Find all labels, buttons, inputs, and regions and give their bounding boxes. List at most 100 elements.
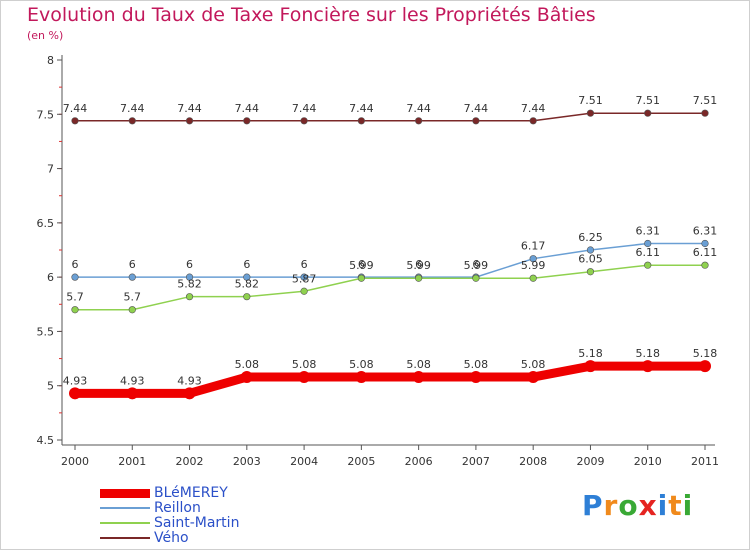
- chart-subtitle: (en %): [27, 29, 64, 42]
- x-tick-label: 2008: [519, 455, 547, 468]
- x-tick-label: 2011: [691, 455, 719, 468]
- data-label: 5.7: [66, 291, 84, 304]
- legend: BLéMEREY Reillon Saint-Martin Vého: [100, 485, 300, 546]
- data-label: 6: [472, 258, 479, 271]
- x-tick-label: 2005: [347, 455, 375, 468]
- data-label: 5.87: [292, 272, 317, 285]
- data-point: [185, 273, 194, 281]
- data-point: [586, 246, 595, 254]
- logo-letter: x: [638, 489, 658, 522]
- legend-item: BLéMEREY: [100, 485, 300, 501]
- data-point: [644, 239, 652, 248]
- series-line: [75, 242, 705, 278]
- legend-swatch: [100, 522, 150, 524]
- data-point: [641, 360, 654, 373]
- data-label: 6.11: [635, 246, 660, 259]
- data-label: 5.18: [578, 347, 603, 360]
- data-label: 7.44: [406, 102, 431, 115]
- data-label: 5.7: [124, 291, 142, 304]
- data-label: 5.08: [292, 358, 317, 371]
- legend-swatch: [100, 489, 150, 498]
- data-label: 6.25: [578, 231, 603, 244]
- data-point: [183, 387, 196, 400]
- data-label: 5.99: [464, 259, 489, 272]
- data-point: [529, 255, 537, 263]
- series-line: [75, 264, 705, 311]
- y-tick-label: 6.5: [37, 217, 55, 230]
- y-tick-label: 7.5: [37, 108, 55, 121]
- data-label: 5.99: [406, 259, 431, 272]
- data-label: 4.93: [177, 374, 202, 387]
- y-tick-label: 8: [47, 54, 54, 67]
- data-label: 5.99: [521, 259, 546, 272]
- data-point: [701, 239, 709, 248]
- data-point: [529, 117, 537, 125]
- data-labels: 7.44 7.44 7.44 7.44 7.44 7.44 7.44 7.44 7.44 7.51…: [63, 94, 718, 387]
- data-label: 6: [186, 258, 193, 271]
- legend-label: Saint-Martin: [154, 515, 240, 531]
- data-label: 7.51: [578, 94, 603, 107]
- data-point: [298, 371, 311, 384]
- x-tick-label: 2006: [405, 455, 433, 468]
- data-point: [243, 293, 251, 301]
- data-point: [701, 109, 709, 117]
- data-point: [185, 117, 194, 125]
- proxiti-logo: Proxiti: [582, 489, 693, 522]
- data-label: 7.44: [292, 102, 317, 115]
- data-label: 7.44: [464, 102, 489, 115]
- legend-label: BLéMEREY: [154, 485, 228, 501]
- legend-item: Vého: [100, 530, 300, 546]
- data-point: [300, 273, 308, 281]
- chart-title: Evolution du Taux de Taxe Foncière sur l…: [27, 4, 596, 26]
- logo-letter: i: [682, 489, 694, 522]
- data-label: 6: [129, 258, 136, 271]
- data-label: 7.44: [235, 102, 260, 115]
- data-point: [472, 274, 480, 282]
- data-label: 4.93: [120, 374, 145, 387]
- series-reillon: [71, 239, 709, 281]
- data-label: 6: [72, 258, 79, 271]
- data-point: [357, 274, 365, 282]
- data-point: [527, 371, 540, 384]
- x-tick-label: 2002: [176, 455, 204, 468]
- data-point: [243, 273, 251, 281]
- series-saint-martin: [71, 261, 709, 314]
- data-point: [240, 371, 253, 384]
- x-tick-label: 2004: [290, 455, 318, 468]
- data-point: [71, 306, 79, 314]
- data-point: [584, 360, 597, 373]
- series-v-ho: [71, 109, 709, 125]
- data-point: [586, 109, 595, 117]
- x-tick-label: 2000: [61, 455, 89, 468]
- x-tick-label: 2009: [576, 455, 604, 468]
- data-label: 6: [415, 258, 422, 271]
- data-label: 7.44: [521, 102, 546, 115]
- y-tick-label: 5: [47, 380, 54, 393]
- axes: 4.5 5 5.5 6 6.5 7 7.5 8 2000 2001 2002 2003 2004 2005…: [37, 54, 720, 468]
- data-point: [586, 268, 595, 276]
- data-label: 7.44: [120, 102, 145, 115]
- x-tick-label: 2010: [634, 455, 662, 468]
- x-tick-label: 2001: [118, 455, 146, 468]
- x-tick-label: 2003: [233, 455, 261, 468]
- series-line: [75, 112, 705, 122]
- data-label: 6.31: [635, 224, 660, 237]
- data-point: [415, 117, 423, 125]
- data-label: 6.05: [578, 253, 603, 266]
- data-point: [644, 261, 652, 269]
- x-tick-label: 2007: [462, 455, 490, 468]
- data-point: [300, 117, 308, 125]
- data-point: [185, 293, 194, 301]
- logo-letter: r: [603, 489, 619, 522]
- data-label: 6: [301, 258, 308, 271]
- data-point: [415, 274, 423, 282]
- data-label: 6.11: [693, 246, 718, 259]
- legend-item: Saint-Martin: [100, 515, 300, 531]
- data-point: [69, 387, 81, 400]
- data-label: 5.08: [464, 358, 489, 371]
- data-point: [472, 117, 480, 125]
- data-point: [699, 360, 711, 373]
- data-point: [412, 371, 425, 384]
- series-layer: [69, 109, 711, 400]
- data-label: 5.08: [349, 358, 374, 371]
